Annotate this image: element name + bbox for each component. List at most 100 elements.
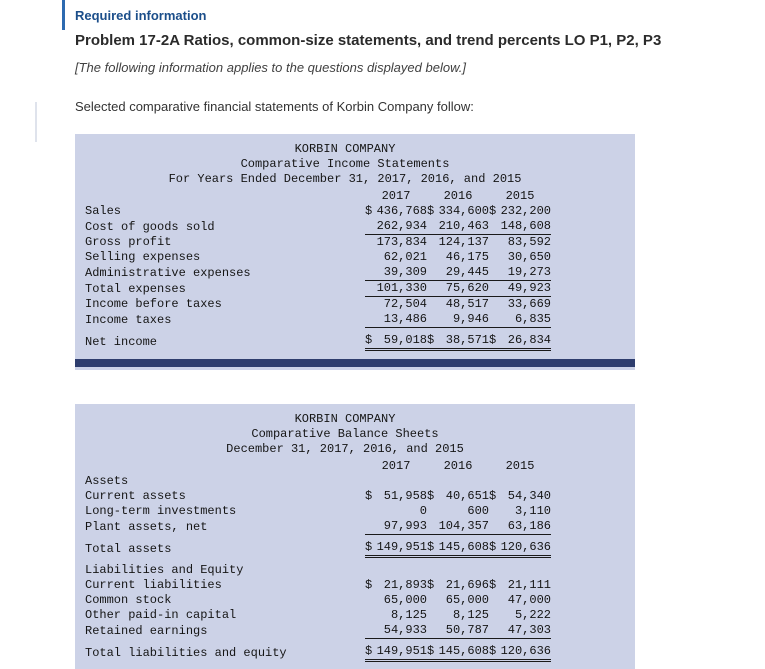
value-cell: 5,222 (489, 608, 551, 623)
dollar-sign: $ (365, 644, 373, 658)
value-cell: $149,951 (365, 535, 427, 558)
table-footer-bar (75, 359, 635, 367)
amount: 173,834 (376, 235, 427, 249)
value-cell: $334,600 (427, 204, 489, 219)
amount: 436,768 (376, 204, 427, 218)
table-row: Common stock 65,000 65,000 47,000 (85, 593, 551, 608)
amount: 124,137 (438, 235, 489, 249)
amount: 54,340 (507, 489, 551, 503)
year-column-header: 2016 (443, 189, 473, 203)
value-cell: 47,303 (489, 623, 551, 639)
value-cell: $38,571 (427, 328, 489, 351)
dollar-sign: $ (489, 578, 497, 592)
row-label: Current liabilities (85, 578, 222, 592)
amount: 59,018 (383, 333, 427, 347)
value-cell: $54,340 (489, 489, 551, 504)
amount: 97,993 (383, 519, 427, 533)
dollar-sign: $ (427, 204, 435, 218)
amount: 50,787 (445, 623, 489, 637)
row-label: Retained earnings (85, 623, 208, 638)
amount: 149,951 (376, 540, 427, 554)
dollar-sign: $ (365, 204, 373, 218)
year-column-header: 2016 (443, 459, 473, 473)
value-cell: 46,175 (427, 250, 489, 265)
value-cell: 19,273 (489, 265, 551, 281)
amount: 72,504 (383, 297, 427, 311)
value-cell: 3,110 (489, 504, 551, 519)
amount: 46,175 (445, 250, 489, 264)
value-cell: 210,463 (427, 219, 489, 235)
table-row: Gross profit 173,834 124,137 83,592 (85, 235, 551, 250)
amount: 9,946 (452, 312, 489, 326)
year-header-row: 2017 2016 2015 (85, 189, 551, 204)
value-cell: 8,125 (365, 608, 427, 623)
value-cell: 54,933 (365, 623, 427, 639)
label-column-header (85, 459, 365, 474)
row-label: Selling expenses (85, 250, 201, 264)
amount: 40,651 (445, 489, 489, 503)
value-cell: $26,834 (489, 328, 551, 351)
value-cell: 75,620 (427, 281, 489, 297)
problem-note: [The following information applies to th… (75, 60, 466, 75)
value-cell: $51,958 (365, 489, 427, 504)
dollar-sign: $ (489, 489, 497, 503)
year-column-header: 2015 (505, 189, 535, 203)
dollar-sign: $ (427, 578, 435, 592)
amount: 145,608 (438, 644, 489, 658)
statement-title: Comparative Income Statements (240, 157, 450, 171)
dollar-sign: $ (365, 489, 373, 503)
row-label: Sales (85, 204, 122, 218)
row-label: Income taxes (85, 312, 172, 327)
dollar-sign: $ (427, 333, 435, 347)
value-cell: $436,768 (365, 204, 427, 219)
amount: 48,517 (445, 297, 489, 311)
value-cell: $149,951 (365, 639, 427, 662)
row-label: Assets (85, 474, 129, 488)
value-cell: $21,893 (365, 578, 427, 593)
value-cell: 29,445 (427, 265, 489, 281)
value-cell: 62,021 (365, 250, 427, 265)
row-label: Plant assets, net (85, 519, 208, 534)
statement-period: For Years Ended December 31, 2017, 2016,… (168, 172, 522, 186)
value-cell: $21,111 (489, 578, 551, 593)
table-row: Retained earnings 54,933 50,787 47,303 (85, 623, 551, 639)
row-label: Income before taxes (85, 297, 222, 311)
problem-title: Problem 17-2A Ratios, common-size statem… (75, 32, 662, 49)
value-cell: 124,137 (427, 235, 489, 250)
value-cell: 0 (365, 504, 427, 519)
table-row: Assets (85, 474, 551, 489)
amount: 101,330 (376, 281, 427, 295)
table-row: Income before taxes 72,504 48,517 33,669 (85, 297, 551, 312)
company-name: KORBIN COMPANY (294, 412, 396, 426)
row-label: Total expenses (85, 281, 186, 296)
amount: 21,893 (383, 578, 427, 592)
amount: 19,273 (507, 265, 551, 279)
amount: 120,636 (500, 540, 551, 554)
amount: 47,000 (507, 593, 551, 607)
amount: 65,000 (445, 593, 489, 607)
dollar-sign: $ (365, 540, 373, 554)
label-column-header (85, 189, 365, 204)
dollar-sign: $ (489, 333, 497, 347)
amount: 6,835 (514, 312, 551, 326)
value-cell: 104,357 (427, 519, 489, 535)
balance-sheet-table: KORBIN COMPANY Comparative Balance Sheet… (75, 404, 635, 669)
table-row: Other paid-in capital 8,125 8,125 5,222 (85, 608, 551, 623)
amount: 3,110 (514, 504, 551, 518)
amount: 21,696 (445, 578, 489, 592)
statement-title: Comparative Balance Sheets (251, 427, 439, 441)
table-row: Cost of goods sold 262,934 210,463 148,608 (85, 219, 551, 235)
amount: 33,669 (507, 297, 551, 311)
value-cell: 33,669 (489, 297, 551, 312)
dollar-sign: $ (365, 333, 373, 347)
company-name: KORBIN COMPANY (294, 142, 396, 156)
amount: 38,571 (445, 333, 489, 347)
intro-text: Selected comparative financial statement… (75, 99, 474, 114)
value-cell: 50,787 (427, 623, 489, 639)
left-divider-line (35, 102, 37, 142)
table-row: Net income $59,018 $38,571 $26,834 (85, 328, 551, 351)
value-cell: 173,834 (365, 235, 427, 250)
row-label: Administrative expenses (85, 265, 251, 280)
row-label: Gross profit (85, 235, 172, 249)
